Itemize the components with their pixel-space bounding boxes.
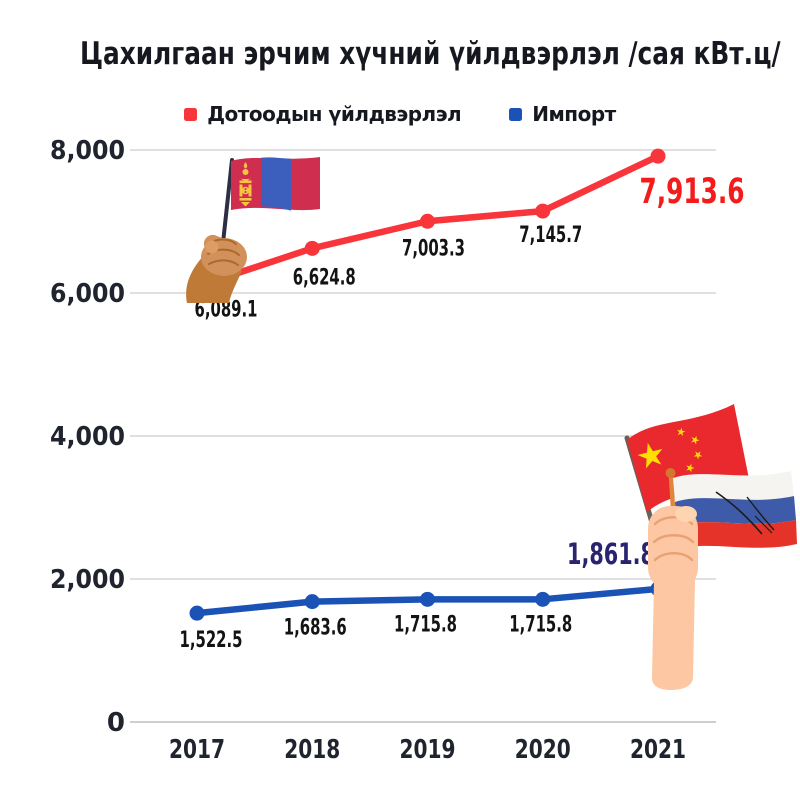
data-label-emphasized: 1,861.8 (567, 537, 655, 571)
x-tick-label-2017: 2017 (169, 735, 225, 765)
data-point (189, 279, 205, 295)
data-point (535, 591, 551, 607)
data-point (535, 203, 551, 219)
legend-label-import: Импорт (532, 102, 616, 126)
data-label: 1,715.8 (509, 612, 572, 637)
data-label: 1,683.6 (284, 616, 347, 641)
x-tick-label-2018: 2018 (284, 735, 340, 765)
data-label: 6,624.8 (293, 265, 356, 290)
data-point (189, 605, 205, 621)
legend-swatch-domestic-icon (184, 107, 198, 121)
data-point (304, 240, 320, 256)
data-point (650, 581, 666, 597)
legend-item-domestic: Дотоодын үйлдвэрлэл (184, 102, 462, 126)
data-label: 7,145.7 (519, 223, 582, 248)
legend-label-domestic: Дотоодын үйлдвэрлэл (207, 102, 462, 126)
y-tick-label: 2,000 (50, 565, 125, 595)
data-point (420, 213, 435, 229)
y-tick-label: 8,000 (50, 136, 125, 166)
data-label: 1,522.5 (180, 628, 243, 653)
legend: Дотоодын үйлдвэрлэл Импорт (0, 102, 800, 126)
data-point (304, 594, 320, 610)
page-title: Цахилгаан эрчим хүчний үйлдвэрлэл /сая к… (80, 36, 781, 72)
y-tick-label: 0 (107, 708, 125, 738)
data-label: 7,003.3 (402, 236, 465, 261)
data-point (420, 591, 435, 607)
y-tick-label: 6,000 (50, 279, 125, 309)
y-tick-label: 4,000 (50, 422, 125, 452)
legend-item-import: Импорт (509, 102, 616, 126)
data-label: 1,715.8 (394, 612, 457, 637)
x-tick-label-2019: 2019 (400, 735, 456, 765)
x-tick-label-2020: 2020 (515, 735, 571, 765)
data-label: 6,089.1 (195, 298, 258, 323)
legend-swatch-import-icon (509, 107, 523, 121)
data-point (650, 148, 666, 164)
x-tick-label-2021: 2021 (630, 735, 686, 765)
data-label-emphasized: 7,913.6 (640, 172, 745, 212)
